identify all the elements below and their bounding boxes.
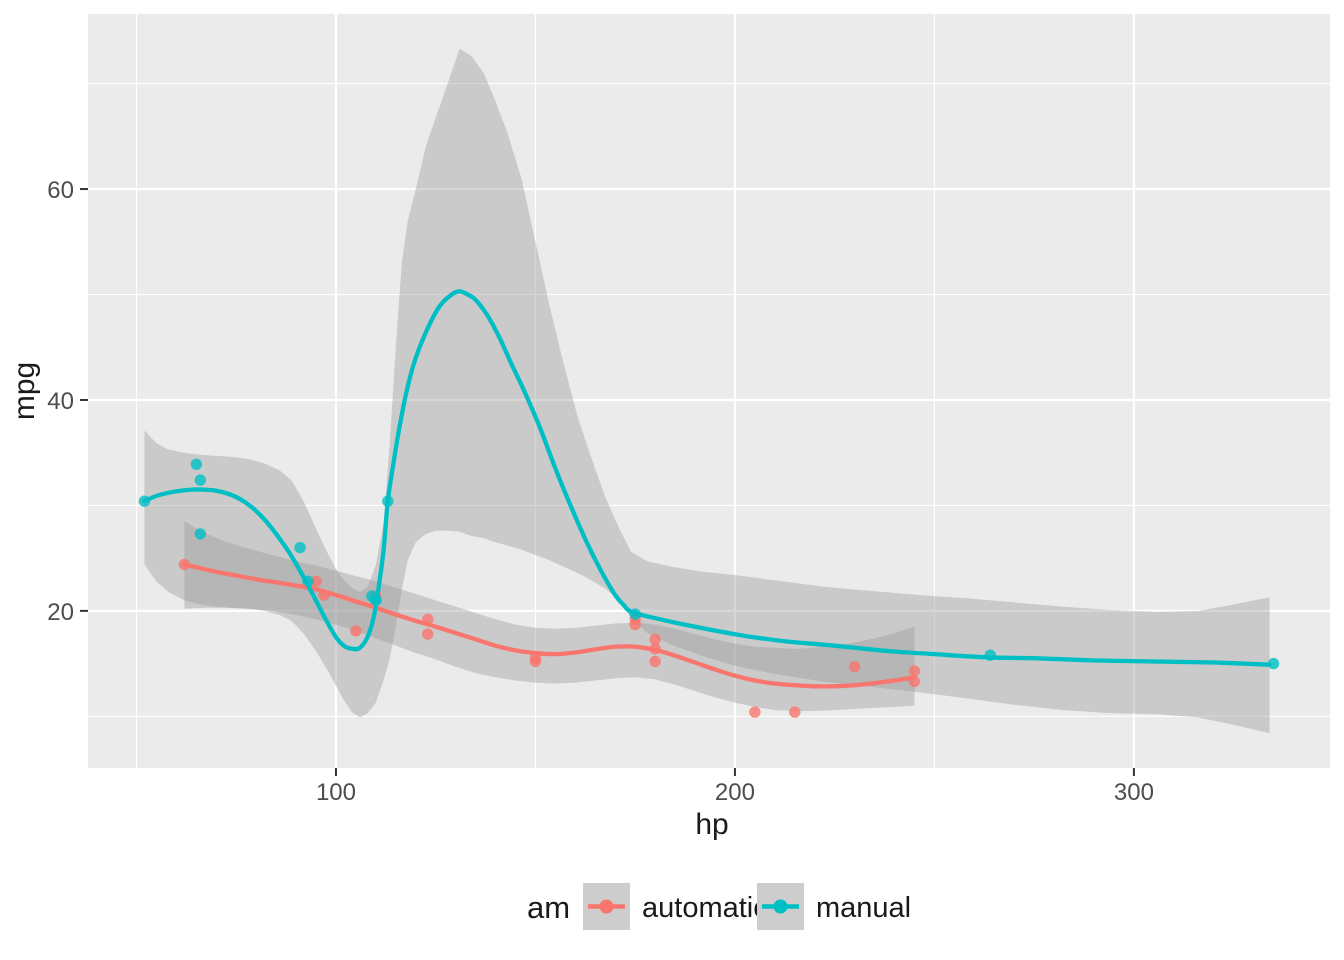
legend-title: am xyxy=(527,890,570,925)
x-tick-label: 200 xyxy=(715,779,755,806)
legend: am automatic manual xyxy=(527,883,911,930)
x-tick-label: 100 xyxy=(316,779,356,806)
smooth-ribbon-automatic xyxy=(184,521,915,712)
panel-background xyxy=(88,14,1330,768)
y-tick-label: 20 xyxy=(47,599,74,626)
legend-key-point-icon xyxy=(599,899,614,914)
y-tick-label: 40 xyxy=(47,388,74,415)
data-point-manual xyxy=(190,458,203,470)
legend-label-automatic: automatic xyxy=(642,892,768,924)
legend-entry-automatic: automatic xyxy=(583,883,768,930)
data-point-automatic xyxy=(529,655,542,668)
legend-entry-manual: manual xyxy=(757,883,911,930)
data-point-manual xyxy=(194,474,207,486)
data-point-automatic xyxy=(310,575,322,588)
legend-key-point-icon xyxy=(773,899,788,914)
data-point-automatic xyxy=(749,706,761,718)
y-tick-label: 60 xyxy=(47,177,74,204)
legend-label-manual: manual xyxy=(816,892,911,924)
plot-panel: 100 200 300 20 40 60 xyxy=(47,14,1330,806)
data-point-automatic xyxy=(649,633,661,646)
x-axis-title: hp xyxy=(695,808,728,841)
data-point-automatic xyxy=(848,661,861,673)
data-point-automatic xyxy=(789,706,801,718)
data-point-automatic xyxy=(649,655,661,668)
data-point-manual xyxy=(294,541,306,554)
smooth-ribbon-manual xyxy=(144,48,1270,734)
y-axis-title: mpg xyxy=(8,362,41,420)
smooth-line-automatic xyxy=(182,562,917,689)
data-point-manual xyxy=(366,590,378,602)
data-point-manual xyxy=(194,528,207,540)
smooth-line-manual xyxy=(142,289,1272,667)
x-tick-label: 300 xyxy=(1114,779,1154,806)
data-point-automatic xyxy=(908,665,921,677)
data-point-automatic xyxy=(422,628,434,640)
data-point-automatic xyxy=(350,625,362,637)
